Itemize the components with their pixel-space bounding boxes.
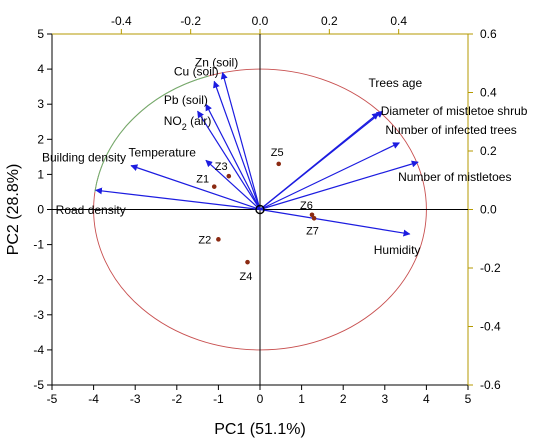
top-tick-label: -0.4 [111, 14, 132, 28]
x-tick-label: 0 [257, 392, 264, 406]
x-tick-label: -2 [171, 392, 182, 406]
axis-ticks: -5 -4 -3 -2 -1 0 1 2 3 4 5 -5 -4 -3 -2 -1 0 1 2 3 4 5 -0.4 -0.2… [5, 14, 501, 438]
sample-point [211, 184, 217, 189]
correlation-circle-arc [94, 75, 209, 192]
x-tick-label: 4 [423, 392, 430, 406]
y-tick-label: -4 [33, 343, 44, 357]
vector-label: NO2 (air) [164, 114, 212, 132]
sample-points [211, 161, 317, 265]
loading-vector [205, 159, 261, 210]
sample-point-label: Z6 [300, 200, 313, 212]
loading-vector [259, 110, 384, 210]
y-tick-label: 2 [37, 132, 44, 146]
x-tick-label: -1 [213, 392, 224, 406]
sample-point [226, 173, 232, 179]
vector-label: Cu (soil) [174, 64, 219, 78]
right-tick-label: -0.4 [480, 320, 501, 334]
top-tick-label: 0.0 [252, 14, 269, 28]
x-tick-label: -3 [130, 392, 141, 406]
y-tick-label: -3 [33, 308, 44, 322]
right-tick-label: 0.4 [480, 86, 497, 100]
sample-point [276, 161, 282, 167]
loading-vector [94, 187, 261, 211]
sample-point-label: Z7 [306, 225, 319, 237]
y-tick-label: -5 [33, 378, 44, 392]
y-tick-label: 5 [37, 27, 44, 41]
sample-point-label: Z5 [271, 147, 284, 159]
y-tick-label: 0 [37, 203, 44, 217]
loading-vectors [94, 71, 419, 237]
vector-label: Building density [42, 151, 126, 165]
top-tick-label: 0.4 [390, 14, 407, 28]
loading-vector [220, 71, 261, 210]
y-tick-label: -1 [33, 238, 44, 252]
text-labels: Zn (soil)Cu (soil) Pb (soil) NO2 (air) Temp… [42, 56, 528, 284]
loading-vector [259, 208, 411, 237]
loading-vector [130, 164, 261, 211]
vector-label: Diameter of mistletoe shrub [381, 104, 528, 118]
right-tick-label: 0.2 [480, 144, 497, 158]
x-tick-label: -4 [88, 392, 99, 406]
x-tick-label: -5 [47, 392, 58, 406]
sample-point-label: Z4 [240, 271, 253, 283]
loading-vector [213, 80, 261, 210]
sample-point-label: Z2 [198, 234, 211, 246]
right-tick-label: 0.0 [480, 203, 497, 217]
vector-label: Trees age [369, 76, 423, 90]
x-tick-label: 1 [298, 392, 305, 406]
loading-vector [259, 142, 400, 211]
x-tick-label: 5 [465, 392, 472, 406]
sample-point [309, 212, 315, 218]
sample-point [245, 259, 250, 265]
y-tick-label: 3 [37, 97, 44, 111]
vector-label: Number of mistletoes [398, 170, 511, 184]
loading-vector [259, 160, 419, 211]
sample-point [311, 215, 317, 221]
x-tick-label: 2 [340, 392, 347, 406]
vector-label: Road density [56, 203, 126, 217]
top-tick-label: -0.2 [180, 14, 201, 28]
x-tick-label: 3 [381, 392, 388, 406]
vector-label: Pb (soil) [164, 93, 208, 107]
vector-label: Number of infected trees [385, 123, 516, 137]
loading-vector [205, 103, 261, 210]
right-tick-label: 0.6 [480, 27, 497, 41]
sample-point-label: Z3 [215, 161, 228, 173]
loading-vector [197, 110, 261, 210]
vector-label: Temperature [129, 145, 197, 159]
right-tick-label: -0.6 [480, 378, 501, 392]
vector-label: Zn (soil) [195, 56, 238, 70]
y-tick-label: 4 [37, 62, 44, 76]
y-tick-label: -2 [33, 273, 44, 287]
y-tick-label: 1 [37, 167, 44, 181]
origin-marker [255, 204, 265, 215]
sample-point [216, 237, 221, 242]
x-axis-title: PC1 (51.1%) [214, 421, 306, 438]
right-tick-label: -0.2 [480, 261, 501, 275]
y-axis-title: PC2 (28.8%) [5, 164, 22, 256]
top-tick-label: 0.2 [321, 14, 338, 28]
vector-label: Humidity [374, 243, 421, 257]
sample-point-label: Z1 [196, 174, 209, 186]
